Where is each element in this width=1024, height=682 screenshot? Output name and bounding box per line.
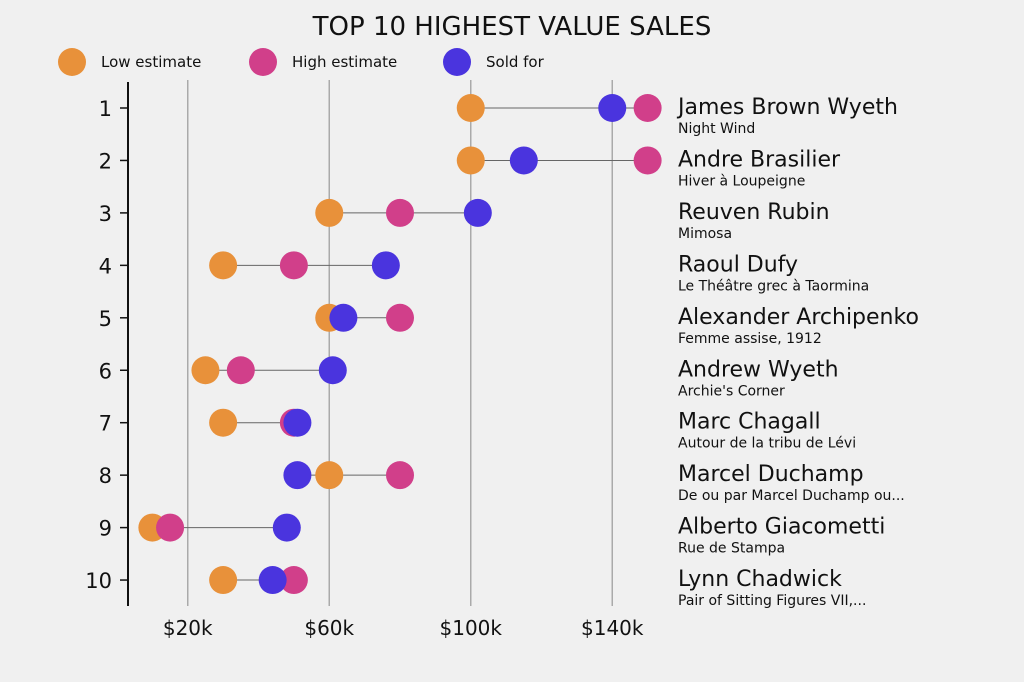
chart-title: TOP 10 HIGHEST VALUE SALES xyxy=(312,12,712,42)
y-tick-label: 2 xyxy=(99,149,112,173)
legend-label-high: High estimate xyxy=(292,53,397,71)
artist-name: Marcel Duchamp xyxy=(678,462,864,487)
dot-high xyxy=(386,303,414,332)
dot-low xyxy=(456,146,485,175)
artwork-title: Le Théâtre grec à Taormina xyxy=(678,278,869,294)
dot-sold xyxy=(318,356,347,385)
dot-sold xyxy=(272,513,301,542)
dot-sold xyxy=(598,94,627,122)
dot-high xyxy=(279,566,308,595)
legend-marker-sold xyxy=(443,48,471,76)
dot-sold xyxy=(329,303,358,332)
dot-low xyxy=(209,408,238,437)
y-tick-label: 10 xyxy=(85,569,112,593)
dot-sold xyxy=(283,461,312,490)
dot-sold xyxy=(371,251,400,280)
artist-name: Raoul Dufy xyxy=(678,252,798,277)
y-tick-label: 9 xyxy=(99,517,112,541)
dot-high xyxy=(386,198,414,227)
artwork-title: Night Wind xyxy=(678,121,755,137)
dot-sold xyxy=(258,566,287,595)
y-tick-label: 8 xyxy=(99,464,112,488)
artist-name: Andre Brasilier xyxy=(678,147,841,172)
legend-label-low: Low estimate xyxy=(101,53,201,71)
legend-label-sold: Sold for xyxy=(486,53,545,71)
artwork-title: Autour de la tribu de Lévi xyxy=(678,436,856,452)
artist-name: Alexander Archipenko xyxy=(678,305,919,330)
y-tick-label: 3 xyxy=(99,202,112,226)
artwork-title: Mimosa xyxy=(678,226,732,242)
y-tick-label: 5 xyxy=(99,307,112,331)
artwork-title: Archie's Corner xyxy=(678,383,785,399)
x-tick-label: $20k xyxy=(163,616,213,640)
dot-high xyxy=(386,461,414,490)
dot-high xyxy=(279,251,308,280)
dot-high xyxy=(633,146,662,175)
artwork-title: De ou par Marcel Duchamp ou... xyxy=(678,488,905,504)
artist-name: Lynn Chadwick xyxy=(678,567,842,592)
dot-high xyxy=(156,513,185,542)
y-tick-label: 1 xyxy=(99,97,112,121)
artwork-title: Femme assise, 1912 xyxy=(678,331,822,347)
legend-marker-low xyxy=(58,48,86,76)
artwork-title: Rue de Stampa xyxy=(678,541,785,557)
artist-name: Marc Chagall xyxy=(678,410,821,435)
dot-low xyxy=(315,198,344,227)
dot-high xyxy=(633,94,662,122)
dot-low xyxy=(315,461,344,490)
dot-low xyxy=(191,356,220,385)
artist-name: Reuven Rubin xyxy=(678,200,830,225)
artwork-title: Hiver à Loupeigne xyxy=(678,173,805,189)
dot-high xyxy=(226,356,255,385)
artist-name: James Brown Wyeth xyxy=(676,95,898,120)
dot-sold xyxy=(463,198,492,227)
y-tick-label: 6 xyxy=(99,359,112,383)
dot-low xyxy=(209,566,238,595)
dot-low xyxy=(209,251,238,280)
y-tick-label: 4 xyxy=(99,254,112,278)
legend-marker-high xyxy=(249,48,277,76)
x-tick-label: $60k xyxy=(304,616,354,640)
dot-low xyxy=(456,94,485,122)
dot-sold xyxy=(509,146,538,175)
artist-name: Alberto Giacometti xyxy=(678,515,885,540)
artwork-title: Pair of Sitting Figures VII,... xyxy=(678,593,866,609)
x-tick-label: $100k xyxy=(440,616,503,640)
dot-sold xyxy=(283,408,312,437)
y-tick-label: 7 xyxy=(99,412,112,436)
x-tick-label: $140k xyxy=(581,616,644,640)
artist-name: Andrew Wyeth xyxy=(678,357,839,382)
